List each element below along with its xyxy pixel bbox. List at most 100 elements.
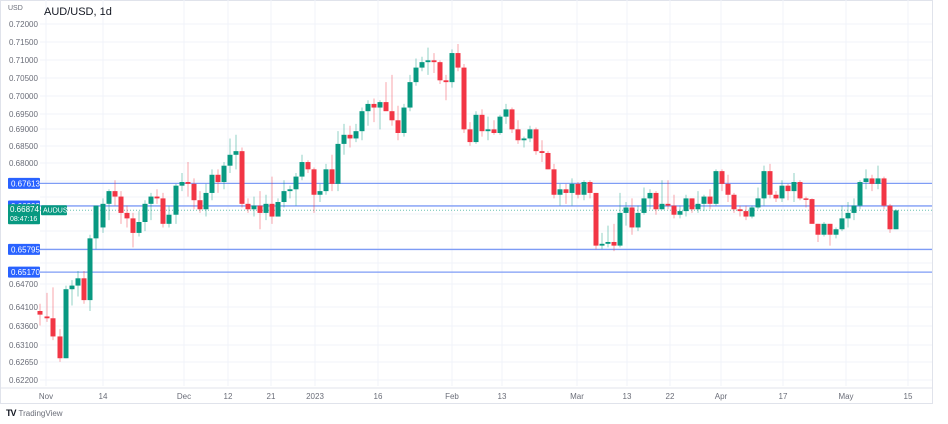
bullish-candle[interactable] [142, 200, 148, 232]
bullish-candle[interactable] [641, 187, 647, 215]
bearish-candle[interactable] [509, 107, 515, 133]
bullish-candle[interactable] [136, 211, 142, 237]
bullish-candle[interactable] [100, 198, 106, 233]
bearish-candle[interactable] [563, 183, 569, 204]
bullish-candle[interactable] [323, 163, 329, 195]
bearish-candle[interactable] [443, 74, 449, 101]
bullish-candle[interactable] [857, 180, 863, 210]
bearish-candle[interactable] [245, 198, 251, 213]
bearish-candle[interactable] [81, 271, 87, 304]
bullish-candle[interactable] [521, 136, 527, 148]
bullish-candle[interactable] [227, 138, 233, 173]
bearish-candle[interactable] [329, 154, 335, 192]
bearish-candle[interactable] [461, 63, 467, 133]
bullish-candle[interactable] [605, 225, 611, 248]
bearish-candle[interactable] [371, 98, 377, 123]
bullish-candle[interactable] [419, 56, 425, 72]
bearish-candle[interactable] [719, 169, 725, 192]
bearish-candle[interactable] [773, 191, 779, 203]
bearish-candle[interactable] [737, 205, 743, 217]
bearish-candle[interactable] [305, 160, 311, 173]
bearish-candle[interactable] [869, 174, 875, 192]
bullish-candle[interactable] [221, 162, 227, 190]
bearish-candle[interactable] [629, 198, 635, 235]
bearish-candle[interactable] [707, 189, 713, 210]
bullish-candle[interactable] [179, 172, 185, 192]
bearish-candle[interactable] [575, 182, 581, 199]
bullish-candle[interactable] [275, 198, 281, 217]
candlestick-chart[interactable]: 0.72000 0.71500 0.71000 0.70500 0.70000 0.695… [0, 0, 948, 404]
bullish-candle[interactable] [233, 134, 239, 170]
bullish-candle[interactable] [659, 180, 665, 210]
footer-brand[interactable]: TV TradingView [6, 408, 63, 418]
bullish-candle[interactable] [173, 183, 179, 224]
bearish-candle[interactable] [515, 120, 521, 144]
bullish-candle[interactable] [335, 131, 341, 192]
bullish-candle[interactable] [87, 234, 93, 312]
bullish-candle[interactable] [647, 189, 653, 210]
bullish-candle[interactable] [209, 169, 215, 201]
bullish-candle[interactable] [473, 111, 479, 144]
bearish-candle[interactable] [653, 191, 659, 215]
bearish-candle[interactable] [124, 205, 130, 228]
bullish-candle[interactable] [683, 194, 689, 217]
bullish-candle[interactable] [365, 100, 371, 126]
chart-frame[interactable]: 0.72000 0.71500 0.71000 0.70500 0.70000 0.695… [0, 0, 948, 404]
bullish-candle[interactable] [353, 123, 359, 143]
bearish-candle[interactable] [533, 127, 539, 155]
bearish-candle[interactable] [743, 205, 749, 221]
bullish-candle[interactable] [677, 205, 683, 219]
bullish-candle[interactable] [863, 169, 869, 190]
bullish-candle[interactable] [93, 205, 99, 250]
bullish-candle[interactable] [407, 74, 413, 112]
bullish-candle[interactable] [833, 227, 839, 239]
bearish-candle[interactable] [185, 162, 191, 197]
bullish-candle[interactable] [701, 194, 707, 212]
bearish-candle[interactable] [785, 183, 791, 201]
bearish-candle[interactable] [665, 180, 671, 210]
bullish-candle[interactable] [293, 172, 299, 206]
bullish-candle[interactable] [623, 202, 629, 226]
bullish-candle[interactable] [779, 180, 785, 203]
bullish-candle[interactable] [791, 172, 797, 203]
bullish-candle[interactable] [695, 191, 701, 213]
bullish-candle[interactable] [599, 232, 605, 250]
bearish-candle[interactable] [551, 163, 557, 199]
bullish-candle[interactable] [449, 49, 455, 88]
bullish-candle[interactable] [75, 271, 81, 297]
bullish-candle[interactable] [63, 285, 69, 359]
level-price-badge[interactable]: 0.67613 [8, 177, 40, 189]
bearish-candle[interactable] [545, 151, 551, 170]
bullish-candle[interactable] [341, 123, 347, 155]
bullish-candle[interactable] [287, 185, 293, 199]
bearish-candle[interactable] [593, 192, 599, 250]
bullish-candle[interactable] [845, 202, 851, 228]
bullish-candle[interactable] [251, 196, 257, 217]
bearish-candle[interactable] [118, 191, 124, 224]
bullish-candle[interactable] [359, 107, 365, 141]
bearish-candle[interactable] [37, 303, 43, 326]
bearish-candle[interactable] [587, 180, 593, 199]
level-price-badge[interactable]: 0.65795 [8, 243, 40, 255]
bullish-candle[interactable] [317, 183, 323, 203]
bearish-candle[interactable] [347, 125, 353, 148]
bullish-candle[interactable] [713, 169, 719, 206]
bullish-candle[interactable] [503, 103, 509, 124]
bullish-candle[interactable] [203, 183, 209, 217]
level-price-badge[interactable]: 0.65170 [8, 266, 40, 278]
bullish-candle[interactable] [617, 192, 623, 248]
bullish-candle[interactable] [413, 58, 419, 86]
bearish-candle[interactable] [50, 287, 56, 341]
bullish-candle[interactable] [401, 103, 407, 137]
bullish-candle[interactable] [875, 165, 881, 190]
bullish-candle[interactable] [148, 192, 154, 221]
bullish-candle[interactable] [527, 125, 533, 143]
bullish-candle[interactable] [557, 183, 563, 206]
bearish-candle[interactable] [491, 120, 497, 135]
bearish-candle[interactable] [455, 43, 461, 72]
bearish-candle[interactable] [215, 169, 221, 193]
bearish-candle[interactable] [731, 192, 737, 213]
bearish-candle[interactable] [389, 74, 395, 126]
bullish-candle[interactable] [281, 180, 287, 208]
bearish-candle[interactable] [130, 212, 136, 248]
